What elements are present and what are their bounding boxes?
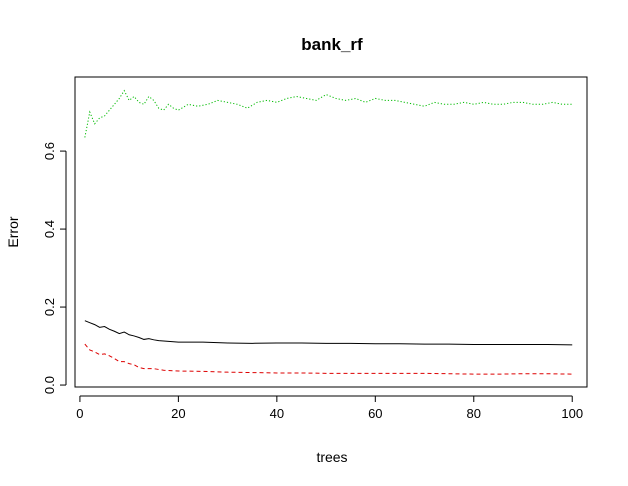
y-tick-label: 0.6 — [42, 142, 57, 160]
series-line-3 — [84, 89, 573, 138]
x-axis-label: trees — [316, 449, 347, 465]
x-tick-label: 40 — [270, 406, 284, 421]
series-line-1 — [84, 320, 573, 346]
series-line-2 — [84, 343, 573, 375]
y-axis: 0.0 0.2 0.4 0.6 — [42, 142, 67, 394]
plot-frame — [74, 76, 588, 388]
y-axis-label: Error — [5, 216, 21, 247]
x-tick-label: 100 — [561, 406, 583, 421]
x-tick-label: 80 — [467, 406, 481, 421]
x-tick-label: 20 — [171, 406, 185, 421]
y-tick-label: 0.0 — [42, 376, 57, 394]
x-tick-label: 0 — [76, 406, 83, 421]
y-tick-label: 0.2 — [42, 298, 57, 316]
series-group — [84, 89, 573, 375]
x-tick-label: 60 — [368, 406, 382, 421]
y-tick-label: 0.4 — [42, 220, 57, 238]
chart-title: bank_rf — [301, 35, 363, 54]
x-axis: 0 20 40 60 80 100 — [76, 395, 583, 421]
